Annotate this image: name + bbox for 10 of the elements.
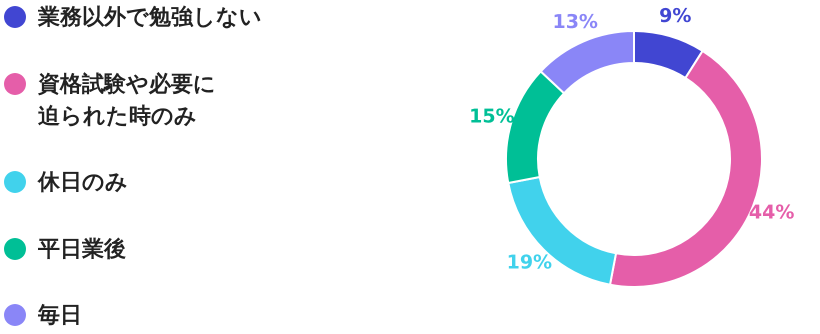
legend-label: 休日のみ <box>38 169 129 197</box>
data-label: 15% <box>469 106 515 128</box>
legend-label: 業務以外で勉強しない <box>38 4 263 32</box>
legend-label: 毎日 <box>38 302 83 330</box>
data-label: 19% <box>506 252 552 274</box>
data-label: 44% <box>748 201 794 224</box>
legend-label: 資格試験や必要に迫られた時のみ <box>38 70 217 130</box>
data-label: 13% <box>552 11 598 34</box>
legend-label: 平日業後 <box>38 236 127 264</box>
data-label: 9% <box>659 4 692 27</box>
